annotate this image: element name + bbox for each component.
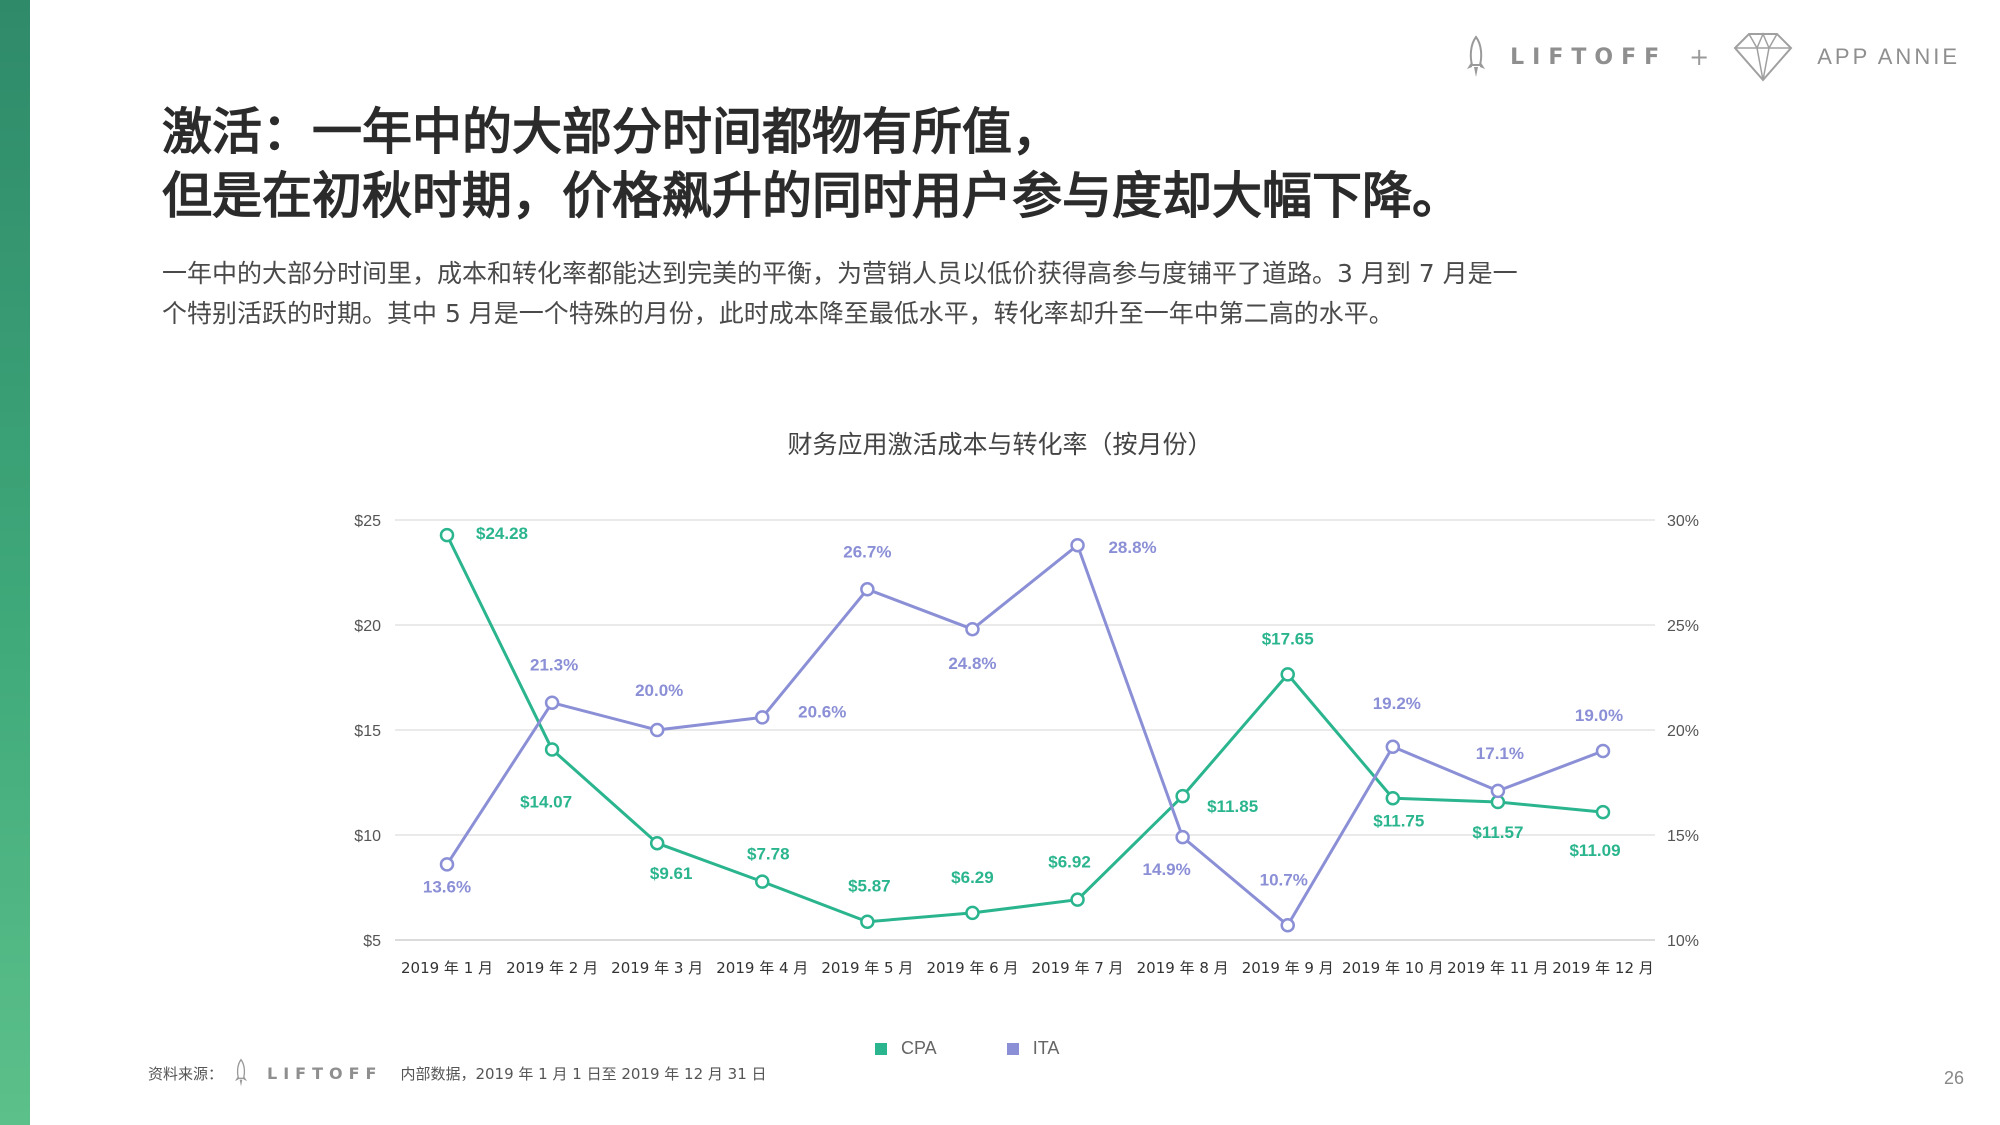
x-axis-tick-label: 2019 年 3 月 <box>611 959 703 977</box>
ita-data-label: 17.1% <box>1476 744 1524 763</box>
ita-data-label: 10.7% <box>1260 870 1308 889</box>
x-axis-tick-label: 2019 年 5 月 <box>821 959 913 977</box>
cpa-data-point <box>965 905 980 921</box>
ita-data-label: 19.0% <box>1575 706 1623 725</box>
cpa-data-point <box>860 914 875 929</box>
left-axis-tick-label: $20 <box>354 618 381 635</box>
diamond-icon <box>1733 32 1793 82</box>
ita-data-label: 20.6% <box>798 702 846 721</box>
headline-line-1: 激活：一年中的大部分时间都物有所值， <box>162 103 1062 161</box>
ita-data-point <box>439 857 455 872</box>
headline-line-2: 但是在初秋时期，价格飙升的同时用户参与度却大幅下降。 <box>162 167 1462 225</box>
x-axis-tick-label: 2019 年 11 月 <box>1447 959 1549 977</box>
cpa-data-label: $17.65 <box>1262 629 1314 648</box>
cpa-data-point <box>649 835 665 851</box>
cpa-data-point <box>1385 791 1401 806</box>
cpa-data-label: $11.75 <box>1373 811 1424 830</box>
ita-data-point <box>755 710 770 725</box>
ita-data-label: 19.2% <box>1373 694 1421 713</box>
left-axis-tick-label: $10 <box>354 828 381 845</box>
app-annie-logo-text: APP ANNIE <box>1817 44 1960 69</box>
ita-data-point <box>1175 829 1190 845</box>
cpa-data-label: $6.92 <box>1048 853 1091 872</box>
cpa-data-point <box>1280 667 1295 682</box>
chart-legend: CPA ITA <box>875 1038 1059 1059</box>
source-liftoff-text: LIFTOFF <box>267 1063 383 1083</box>
x-axis-tick-label: 2019 年 7 月 <box>1032 959 1124 977</box>
legend-item-ita: ITA <box>1006 1038 1060 1059</box>
ita-data-point <box>1070 537 1085 553</box>
chart-title: 财务应用激活成本与转化率（按月份） <box>787 430 1213 459</box>
ita-data-label: 21.3% <box>530 656 578 675</box>
right-axis-tick-label: 20% <box>1667 723 1699 740</box>
cpa-data-label: $7.78 <box>747 845 790 864</box>
ita-data-label: 20.0% <box>635 681 683 700</box>
right-axis-tick-label: 15% <box>1667 828 1699 845</box>
x-axis-tick-label: 2019 年 8 月 <box>1137 959 1229 977</box>
ita-data-point <box>544 695 560 710</box>
x-axis-tick-label: 2019 年 2 月 <box>506 959 598 977</box>
body-paragraph: 一年中的大部分时间里，成本和转化率都能达到完美的平衡，为营销人员以低价获得高参与… <box>162 254 1822 334</box>
source-prefix: 资料来源： <box>148 1064 224 1083</box>
liftoff-logo-text: LIFTOFF <box>1510 44 1668 70</box>
cpa-data-label: $14.07 <box>520 793 572 812</box>
ita-data-point <box>1280 918 1295 933</box>
source-note: 资料来源： LIFTOFF 内部数据，2019 年 1 月 1 日至 2019 … <box>148 1058 767 1088</box>
ita-data-label: 26.7% <box>843 542 891 561</box>
legend-label-cpa: CPA <box>901 1038 937 1058</box>
legend-label-ita: ITA <box>1032 1038 1060 1058</box>
cpa-data-label: $24.28 <box>476 524 528 543</box>
brand-plus: + <box>1689 43 1710 71</box>
ita-data-label: 14.9% <box>1143 860 1191 879</box>
brand-logos: LIFTOFF + APP ANNIE <box>1464 32 1960 82</box>
rocket-icon-small <box>235 1058 248 1087</box>
ita-series-line <box>445 543 1604 927</box>
x-axis-tick-label: 2019 年 4 月 <box>716 959 808 977</box>
right-axis-tick-label: 30% <box>1667 513 1699 530</box>
cpa-data-label: $11.09 <box>1569 841 1620 860</box>
ita-data-point <box>1490 783 1506 799</box>
left-axis-tick-label: $25 <box>354 513 381 530</box>
x-axis-tick-label: 2019 年 6 月 <box>926 959 1018 977</box>
cpa-data-point <box>1070 892 1085 907</box>
left-axis-tick-label: $5 <box>363 933 381 950</box>
legend-item-cpa: CPA <box>875 1038 937 1059</box>
body-line-2: 个特别活跃的时期。其中 5 月是一个特殊的月份，此时成本降至最低水平，转化率却升… <box>162 299 1394 328</box>
x-axis-tick-label: 2019 年 12 月 <box>1552 959 1654 977</box>
ita-data-point <box>965 621 980 637</box>
right-axis-tick-label: 10% <box>1667 933 1699 950</box>
ita-data-label: 24.8% <box>948 654 996 673</box>
x-axis-tick-label: 2019 年 1 月 <box>401 959 493 977</box>
cpa-data-label: $11.85 <box>1207 797 1258 816</box>
legend-swatch-ita <box>1006 1042 1019 1055</box>
ita-data-point <box>860 582 875 597</box>
right-axis-tick-label: 25% <box>1667 618 1699 635</box>
legend-swatch-cpa <box>875 1042 887 1055</box>
rocket-icon <box>1467 35 1486 77</box>
cpa-data-point <box>544 742 560 757</box>
body-line-1: 一年中的大部分时间里，成本和转化率都能达到完美的平衡，为营销人员以低价获得高参与… <box>162 259 1518 288</box>
cpa-data-label: $11.57 <box>1472 823 1523 842</box>
ita-data-point <box>1385 739 1401 755</box>
cpa-data-label: $6.29 <box>951 868 994 887</box>
cpa-series-line <box>445 534 1604 924</box>
ita-data-label: 28.8% <box>1108 538 1156 557</box>
cpa-data-point <box>439 527 455 543</box>
cpa-data-point <box>1595 804 1611 820</box>
source-text: 内部数据，2019 年 1 月 1 日至 2019 年 12 月 31 日 <box>400 1064 767 1083</box>
ita-data-label: 13.6% <box>423 877 471 896</box>
cpa-data-label: $9.61 <box>650 864 693 883</box>
headline: 激活：一年中的大部分时间都物有所值， 但是在初秋时期，价格飙升的同时用户参与度却… <box>162 100 1862 228</box>
page-number: 26 <box>1943 1068 1964 1088</box>
cpa-data-label: $5.87 <box>848 877 891 896</box>
ita-data-point <box>1595 743 1611 759</box>
ita-data-point <box>649 722 665 738</box>
left-axis-tick-label: $15 <box>354 723 381 740</box>
x-axis-tick-label: 2019 年 9 月 <box>1242 959 1334 977</box>
side-accent-bar <box>0 0 30 1125</box>
x-axis-tick-label: 2019 年 10 月 <box>1342 959 1444 977</box>
cpa-data-point <box>755 874 770 889</box>
cpa-data-point <box>1175 788 1190 804</box>
